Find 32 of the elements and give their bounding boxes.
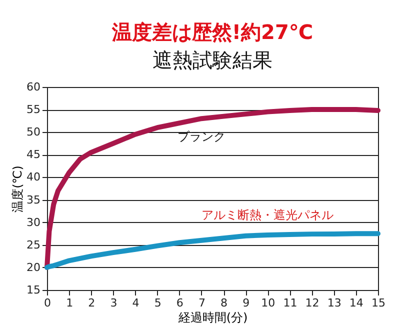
x-tick-label: 6 [176,296,184,310]
x-tick-label: 13 [327,296,342,310]
series-label: ブランク [177,130,226,144]
y-tick-label: 50 [26,126,40,139]
series-label: アルミ断熱・遮光パネル [202,208,334,222]
y-tick-label: 45 [26,148,40,162]
y-axis-title: 温度(℃) [10,166,25,212]
x-tick-label: 15 [372,296,386,310]
x-tick-label: 11 [283,296,298,310]
x-tick-label: 12 [305,296,320,310]
x-axis-title: 経過時間(分) [177,310,248,324]
y-tick-label: 35 [26,193,40,206]
x-tick-label: 5 [154,296,162,310]
chart-title: 温度差は歴然!約27℃ [110,20,314,44]
y-tick-label: 40 [26,170,40,184]
x-tick-label: 1 [66,296,74,310]
x-tick-label: 8 [220,296,228,310]
y-tick-label: 60 [26,80,40,94]
x-tick-label: 3 [110,296,118,310]
x-tick-label: 0 [44,296,51,310]
y-tick-label: 30 [26,216,40,229]
y-tick-label: 15 [26,284,40,296]
y-tick-label: 20 [26,260,40,274]
x-tick-label: 14 [349,296,364,310]
y-tick-label: 55 [26,103,40,116]
x-tick-label: 10 [261,296,276,310]
x-tick-label: 9 [242,296,250,310]
x-tick-label: 4 [132,296,140,310]
y-tick-label: 25 [26,238,40,252]
chart-subtitle: 遮熱試験結果 [152,48,272,72]
x-tick-label: 7 [198,296,206,310]
x-tick-label: 2 [88,296,96,310]
